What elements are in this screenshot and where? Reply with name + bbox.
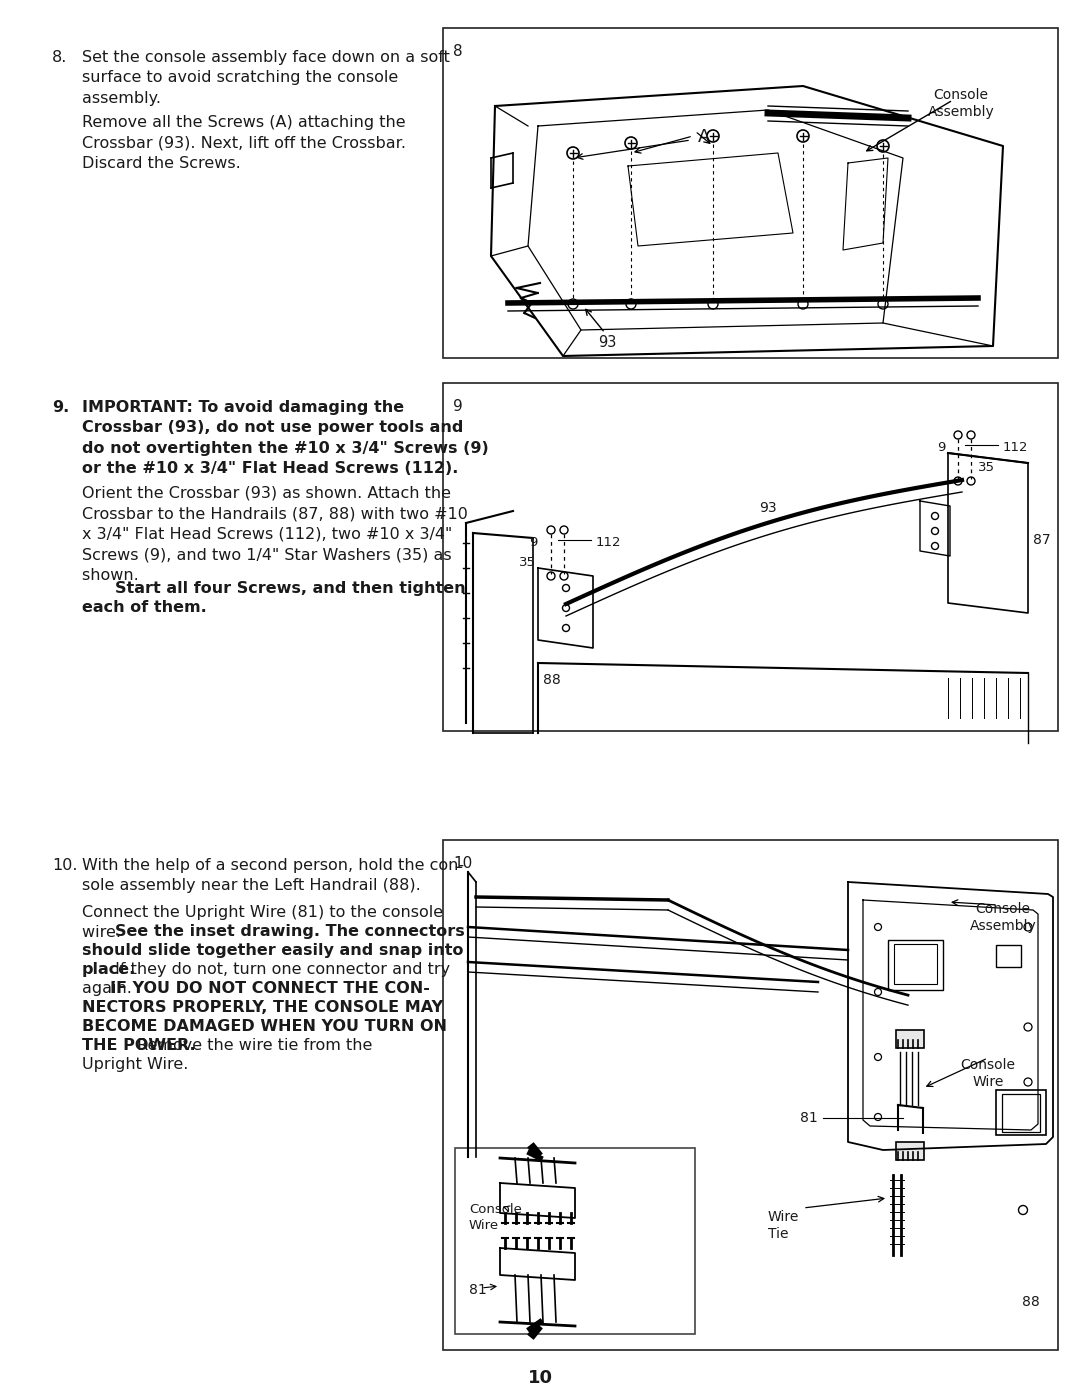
Text: again.: again. [82,981,137,996]
Text: IF YOU DO NOT CONNECT THE CON-: IF YOU DO NOT CONNECT THE CON- [110,981,430,996]
Text: place.: place. [82,963,136,977]
Text: Set the console assembly face down on a soft
surface to avoid scratching the con: Set the console assembly face down on a … [82,50,450,106]
Text: 112: 112 [596,536,621,549]
Text: Wire
Tie: Wire Tie [768,1210,799,1242]
Text: 93: 93 [598,335,617,351]
Text: 35: 35 [978,461,995,474]
Text: 88: 88 [543,673,561,687]
Bar [996,944,1021,967]
Text: Remove all the Screws (A) attaching the
Crossbar (93). Next, lift off the Crossb: Remove all the Screws (A) attaching the … [82,115,406,170]
Text: With the help of a second person, hold the con-
sole assembly near the Left Hand: With the help of a second person, hold t… [82,858,464,894]
Text: should slide together easily and snap into: should slide together easily and snap in… [82,943,463,958]
Bar [894,944,937,983]
Bar [896,1141,924,1160]
Circle shape [1024,1078,1032,1085]
Text: See the inset drawing. The connectors: See the inset drawing. The connectors [114,923,464,939]
Text: 10: 10 [527,1369,553,1387]
Text: If they do not, turn one connector and try: If they do not, turn one connector and t… [110,963,450,977]
Bar [896,1030,924,1048]
Text: 87: 87 [1032,534,1051,548]
Circle shape [875,989,881,996]
Bar [455,1148,696,1334]
Text: 35: 35 [519,556,536,569]
Text: 8: 8 [453,43,462,59]
Circle shape [875,923,881,930]
Text: 112: 112 [1003,441,1028,454]
Text: Console
Assembly: Console Assembly [928,88,995,119]
Text: 81: 81 [469,1282,487,1296]
Text: Remove the wire tie from the: Remove the wire tie from the [132,1038,373,1053]
Text: 9: 9 [936,441,945,454]
Text: Console
Assembly: Console Assembly [970,902,1037,933]
Text: THE POWER.: THE POWER. [82,1038,195,1053]
Text: Upright Wire.: Upright Wire. [82,1058,188,1071]
Circle shape [1024,923,1032,930]
Bar [1002,1094,1040,1132]
Text: Console
Wire: Console Wire [469,1203,522,1232]
Text: Orient the Crossbar (93) as shown. Attach the
Crossbar to the Handrails (87, 88): Orient the Crossbar (93) as shown. Attac… [82,486,468,583]
Circle shape [875,1053,881,1060]
Text: Console
Wire: Console Wire [960,1058,1015,1090]
Text: 9: 9 [453,400,462,414]
Text: each of them.: each of them. [82,599,206,615]
Bar [443,840,1058,1350]
Text: NECTORS PROPERLY, THE CONSOLE MAY: NECTORS PROPERLY, THE CONSOLE MAY [82,1000,443,1016]
Text: IMPORTANT: To avoid damaging the
Crossbar (93), do not use power tools and
do no: IMPORTANT: To avoid damaging the Crossba… [82,400,489,476]
Text: 81: 81 [800,1111,818,1125]
Circle shape [1018,1206,1027,1214]
Text: 10.: 10. [52,858,78,873]
Bar [888,940,943,990]
Text: 9.: 9. [52,400,69,415]
Bar [443,383,1058,731]
Circle shape [1024,1023,1032,1031]
Bar [996,1090,1047,1134]
Text: A: A [698,129,711,147]
Text: 93: 93 [759,502,777,515]
Text: 9: 9 [529,536,538,549]
Text: BECOME DAMAGED WHEN YOU TURN ON: BECOME DAMAGED WHEN YOU TURN ON [82,1018,447,1034]
Circle shape [875,1113,881,1120]
Text: Connect the Upright Wire (81) to the console
wire.: Connect the Upright Wire (81) to the con… [82,905,443,940]
Text: 88: 88 [1023,1295,1040,1309]
Text: Start all four Screws, and then tighten: Start all four Screws, and then tighten [114,581,465,597]
Text: 8.: 8. [52,50,67,66]
Bar [443,28,1058,358]
Text: 10: 10 [453,856,472,870]
